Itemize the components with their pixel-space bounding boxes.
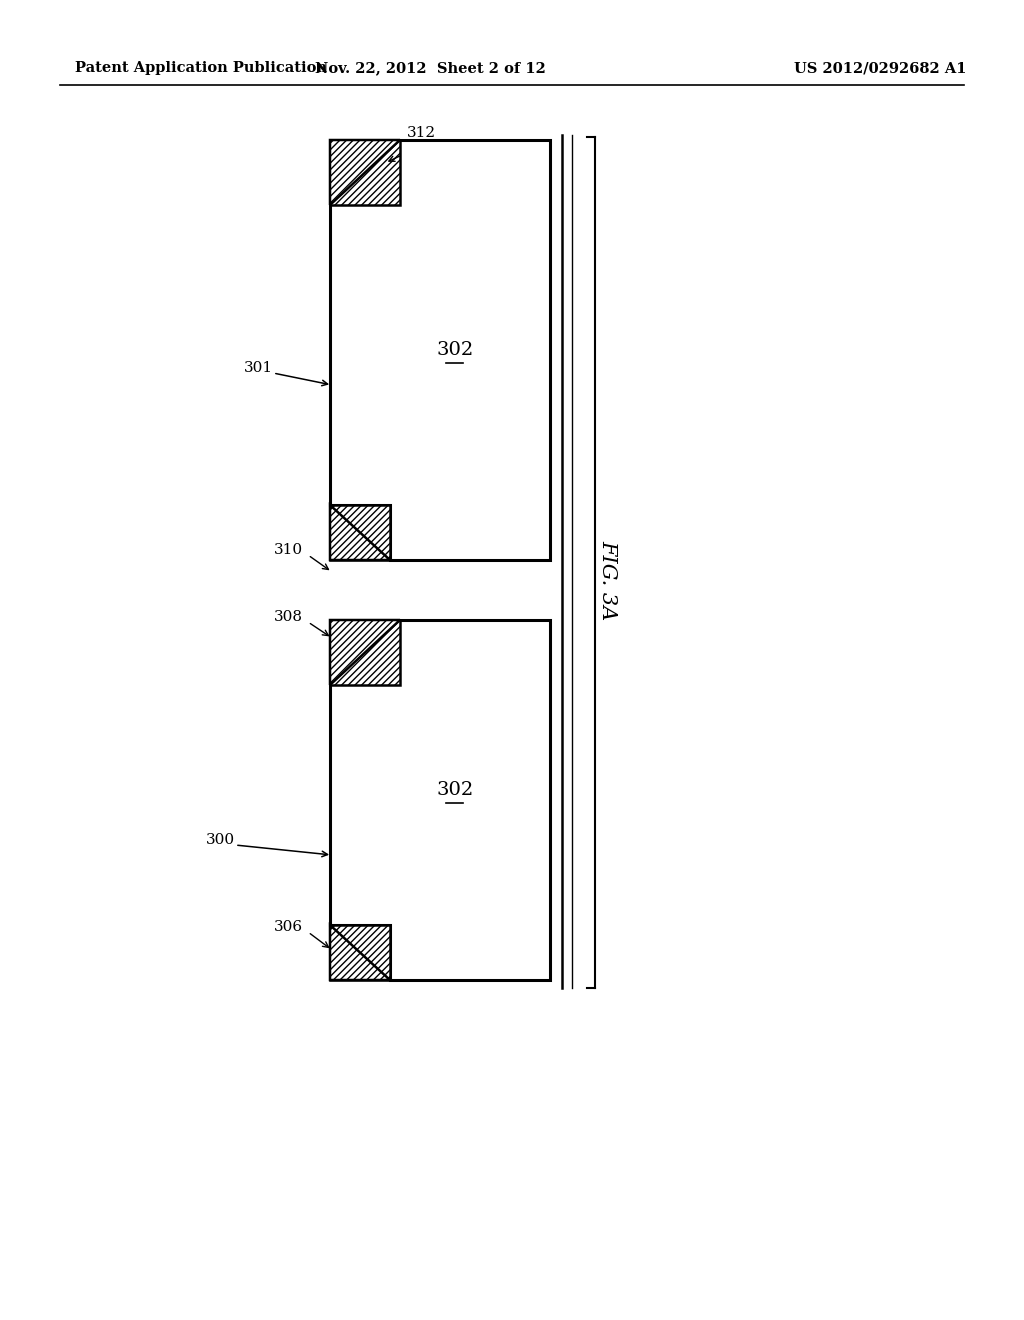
Text: 301: 301 [244,360,272,375]
Text: 302: 302 [436,341,474,359]
Polygon shape [330,620,400,685]
Text: Patent Application Publication: Patent Application Publication [75,61,327,75]
Polygon shape [330,925,390,979]
Polygon shape [330,140,550,560]
Text: 306: 306 [273,920,303,935]
Text: FIG. 3A: FIG. 3A [598,540,617,620]
Polygon shape [330,506,390,560]
Polygon shape [330,925,390,979]
Text: 300: 300 [206,833,234,847]
Polygon shape [330,620,550,979]
Polygon shape [330,506,390,560]
Text: US 2012/0292682 A1: US 2012/0292682 A1 [794,61,967,75]
Polygon shape [330,140,400,205]
Text: 312: 312 [407,125,436,140]
Text: 308: 308 [274,610,303,624]
Polygon shape [330,140,400,205]
Text: 302: 302 [436,781,474,799]
Polygon shape [330,620,400,685]
Text: 310: 310 [273,543,303,557]
Text: Nov. 22, 2012  Sheet 2 of 12: Nov. 22, 2012 Sheet 2 of 12 [314,61,546,75]
